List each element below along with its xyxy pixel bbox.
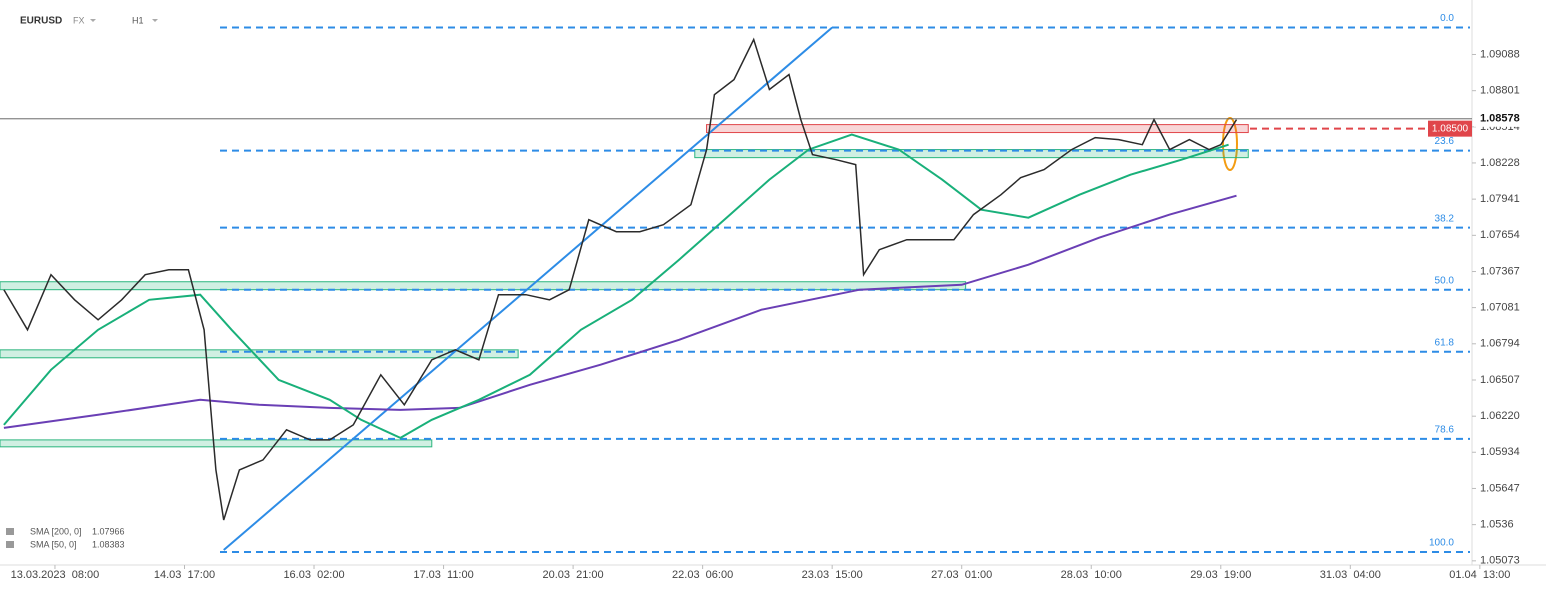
zone <box>706 124 1249 134</box>
x-tick-label: 28.03 10:00 <box>1061 569 1122 581</box>
y-tick-label: 1.08228 <box>1480 157 1520 169</box>
x-tick-label: 22.03 06:00 <box>672 569 733 581</box>
legend-icon <box>6 528 14 535</box>
x-tick-label: 01.04 13:00 <box>1449 569 1510 581</box>
price-line <box>3 37 1238 521</box>
level-label: 1.08500 <box>1432 123 1469 134</box>
fib-label: 38.2 <box>1435 213 1455 224</box>
fib-label: 50.0 <box>1435 275 1455 286</box>
highlight-ellipse <box>1222 117 1238 171</box>
last-price-label: 1.08578 <box>1480 113 1520 125</box>
level-box <box>1428 120 1472 137</box>
sma-line <box>3 194 1237 429</box>
dropdown-arrow[interactable] <box>152 19 158 22</box>
fib-label: 100.0 <box>1429 538 1454 549</box>
y-tick-label: 1.06507 <box>1480 374 1520 386</box>
timeframe[interactable]: H1 <box>132 15 144 25</box>
last-price-box <box>1474 110 1536 127</box>
zone <box>0 281 967 291</box>
trend-line <box>223 26 833 551</box>
x-tick-label: 17.03 11:00 <box>413 569 473 581</box>
y-tick-label: 1.05934 <box>1480 446 1520 458</box>
x-tick-label: 31.03 04:00 <box>1320 569 1381 581</box>
y-tick-label: 1.07367 <box>1480 265 1520 277</box>
legend-icon <box>6 541 14 548</box>
y-tick-label: 1.06794 <box>1480 338 1520 350</box>
y-tick-label: 1.06220 <box>1480 410 1520 422</box>
fib-label: 78.6 <box>1435 425 1455 436</box>
y-tick-label: 1.07081 <box>1480 302 1520 314</box>
dropdown-arrow[interactable] <box>90 19 96 22</box>
zone <box>0 439 433 448</box>
sma-line <box>3 133 1229 440</box>
zone <box>694 149 1249 159</box>
fib-label: 23.6 <box>1435 136 1455 147</box>
y-tick-label: 1.05073 <box>1480 555 1520 567</box>
y-tick-label: 1.07941 <box>1480 193 1520 205</box>
y-tick-label: 1.09088 <box>1480 48 1520 60</box>
legend-value: 1.07966 <box>92 526 125 536</box>
x-tick-label: 27.03 01:00 <box>931 569 992 581</box>
y-tick-label: 1.08801 <box>1480 85 1520 97</box>
fib-label: 0.0 <box>1440 13 1454 24</box>
market: FX <box>73 15 85 25</box>
x-tick-label: 13.03.2023 08:00 <box>11 569 100 581</box>
legend-name: SMA [50, 0] <box>30 539 77 549</box>
legend-value: 1.08383 <box>92 539 125 549</box>
fib-label: 61.8 <box>1435 337 1455 348</box>
y-tick-label: 1.07654 <box>1480 229 1520 241</box>
x-tick-label: 16.03 02:00 <box>283 569 344 581</box>
x-tick-label: 14.03 17:00 <box>154 569 215 581</box>
x-tick-label: 20.03 21:00 <box>543 569 604 581</box>
y-tick-label: 1.0536 <box>1480 519 1514 531</box>
y-tick-label: 1.05647 <box>1480 482 1520 494</box>
x-tick-label: 29.03 19:00 <box>1190 569 1251 581</box>
legend-name: SMA [200, 0] <box>30 526 82 536</box>
symbol[interactable]: EURUSD <box>20 16 62 27</box>
x-tick-label: 23.03 15:00 <box>802 569 863 581</box>
